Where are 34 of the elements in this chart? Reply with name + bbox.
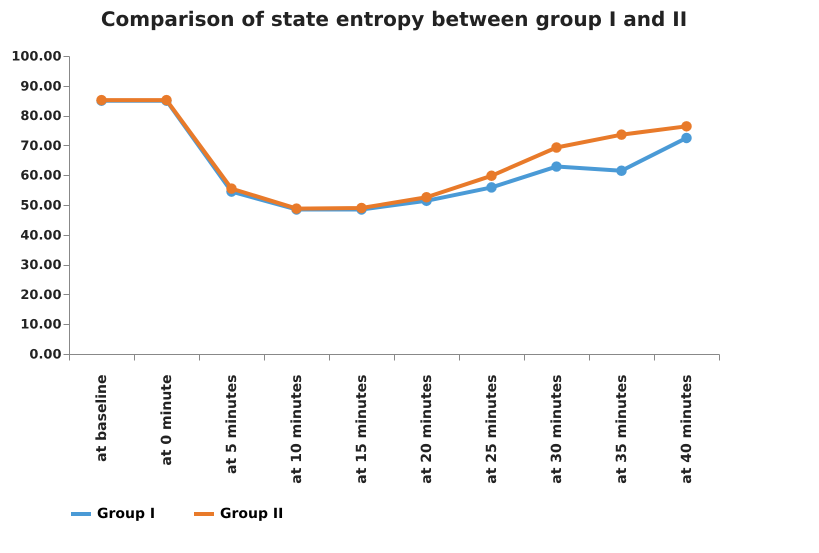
- y-tick-label: 100.00: [11, 50, 62, 64]
- y-tick-label: 50.00: [20, 198, 62, 214]
- point: [616, 129, 627, 140]
- x-tick-label: at 30 minutes: [549, 374, 565, 484]
- point: [681, 132, 692, 144]
- y-tick-label: 0.00: [29, 348, 62, 362]
- x-tick-label: at 5 minutes: [224, 374, 240, 474]
- point: [226, 183, 237, 194]
- point: [421, 192, 432, 202]
- legend-label: Group II: [220, 506, 284, 522]
- y-tick-label: 10.00: [20, 318, 62, 333]
- x-tick-label: at 0 minute: [159, 374, 175, 466]
- chart-title: Comparison of state entropy between group I and II: [100, 7, 688, 31]
- x-tick-label: at 20 minutes: [419, 374, 435, 484]
- x-tick-label: at 35 minutes: [614, 374, 630, 484]
- point: [486, 170, 497, 182]
- x-tick-label: at 10 minutes: [289, 374, 305, 484]
- y-tick-label: 80.00: [20, 109, 62, 124]
- y-tick-label: 20.00: [20, 288, 62, 303]
- point: [551, 142, 562, 153]
- y-tick-label: 60.00: [20, 168, 62, 184]
- y-tick-label: 30.00: [20, 258, 62, 274]
- point: [616, 165, 627, 176]
- y-tick-label: 40.00: [20, 228, 62, 244]
- point: [681, 121, 692, 132]
- x-tick-label: at baseline: [94, 374, 110, 462]
- x-tick-label: at 40 minutes: [679, 374, 695, 484]
- x-tick-label: at 15 minutes: [354, 374, 370, 484]
- y-tick-label: 90.00: [20, 79, 62, 94]
- y-tick-label: 70.00: [20, 138, 62, 154]
- point: [486, 182, 497, 193]
- legend-label: Group I: [97, 506, 156, 522]
- point: [551, 161, 562, 172]
- x-tick-label: at 25 minutes: [484, 374, 500, 484]
